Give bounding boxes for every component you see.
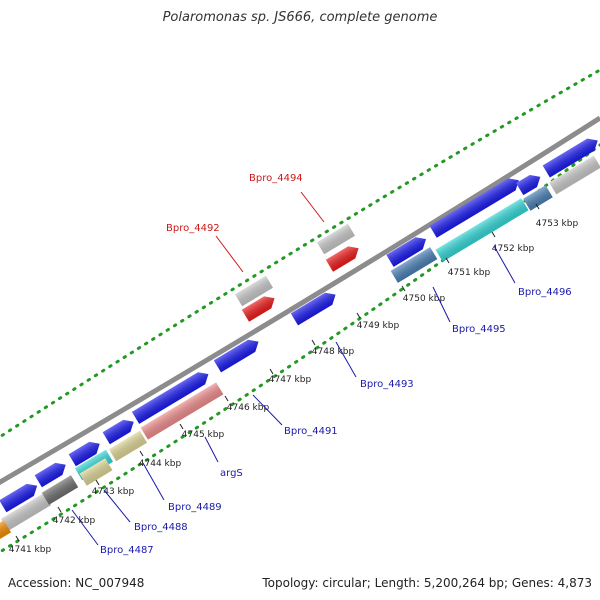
gene-label: argS xyxy=(220,468,243,479)
kbp-tick xyxy=(491,231,496,238)
label-leader-line xyxy=(204,436,219,463)
kbp-tick xyxy=(224,395,229,402)
kbp-tick-label: 4743 kbp xyxy=(92,487,135,497)
map-title: Polaromonas sp. JS666, complete genome xyxy=(162,10,438,25)
gene-label: Bpro_4491 xyxy=(284,426,338,437)
gene-label: Bpro_4495 xyxy=(452,324,506,335)
gene-track xyxy=(0,138,600,544)
kbp-tick xyxy=(95,479,100,486)
gene-label: Bpro_4496 xyxy=(518,287,572,298)
kbp-tick xyxy=(356,312,361,319)
gene-block xyxy=(131,372,209,424)
kbp-tick-label: 4746 kbp xyxy=(227,403,270,413)
kbp-tick-label: 4744 kbp xyxy=(139,459,182,469)
label-leader-line xyxy=(335,341,357,378)
kbp-tick-label: 4752 kbp xyxy=(492,244,535,254)
gene-block xyxy=(140,382,224,440)
gene-block xyxy=(213,339,259,373)
kbp-tick xyxy=(269,368,274,375)
gene-block xyxy=(79,458,113,486)
label-leader-line xyxy=(142,462,165,501)
kbp-tick xyxy=(57,506,62,513)
gene-block xyxy=(386,237,427,267)
label-leader-line xyxy=(103,489,131,523)
label-leader-line xyxy=(215,235,244,273)
gene-block xyxy=(316,223,356,255)
kbp-tick xyxy=(139,450,144,457)
kbp-tick-label: 4751 kbp xyxy=(448,268,491,278)
gene-block xyxy=(0,493,52,531)
kbp-tick-label: 4749 kbp xyxy=(357,321,400,331)
kbp-tick xyxy=(401,285,406,292)
kbp-tick-label: 4750 kbp xyxy=(403,294,446,304)
kbp-tick xyxy=(535,203,540,210)
kbp-tick xyxy=(179,423,184,430)
genome-summary-text: Topology: circular; Length: 5,200,264 bp… xyxy=(262,576,592,590)
kbp-tick-label: 4753 kbp xyxy=(536,219,579,229)
label-leader-line xyxy=(493,245,516,284)
kbp-tick-label: 4741 kbp xyxy=(9,545,52,555)
gene-block xyxy=(325,246,359,272)
gene-label: Bpro_4488 xyxy=(134,522,188,533)
gene-block xyxy=(542,138,598,178)
kbp-tick-label: 4742 kbp xyxy=(53,516,96,526)
gene-label: Bpro_4489 xyxy=(168,502,222,513)
kbp-tick-label: 4745 kbp xyxy=(182,430,225,440)
kbp-tick xyxy=(311,339,316,346)
kbp-tick-marks: 4741 kbp 4742 kbp 4743 kbp 4744 kbp 4745 kbp… xyxy=(9,203,579,555)
gene-block xyxy=(34,462,66,488)
gene-block xyxy=(435,198,529,262)
accession-text: Accession: NC_007948 xyxy=(8,576,145,590)
gene-label: Bpro_4487 xyxy=(100,545,154,556)
gene-block xyxy=(516,174,541,196)
gene-block xyxy=(390,247,438,283)
gene-block xyxy=(429,178,519,238)
label-leader-line xyxy=(432,286,451,323)
gene-label: Bpro_4492 xyxy=(166,223,220,234)
gene-label: Bpro_4493 xyxy=(360,379,414,390)
gene-block xyxy=(68,441,100,467)
gene-block xyxy=(108,430,148,462)
inner-dotted-arc xyxy=(0,143,600,554)
label-leader-line xyxy=(71,509,99,546)
gene-block xyxy=(549,155,600,195)
kbp-tick-label: 4747 kbp xyxy=(269,375,312,385)
kbp-tick xyxy=(15,535,20,542)
gene-block xyxy=(234,275,274,307)
gene-block xyxy=(0,483,38,513)
label-leader-line xyxy=(252,394,283,426)
gene-labels: Bpro_4487 Bpro_4488 Bpro_4489 argS Bpro_4491… xyxy=(71,173,572,556)
gene-label: Bpro_4494 xyxy=(249,173,303,184)
gene-block xyxy=(102,419,134,445)
kbp-tick xyxy=(445,257,450,264)
gene-block xyxy=(41,475,79,505)
gene-block xyxy=(241,296,275,322)
genome-backbone xyxy=(0,115,600,485)
label-leader-line xyxy=(300,191,325,223)
gene-block xyxy=(523,185,553,211)
gene-block xyxy=(0,520,12,544)
gene-block xyxy=(290,292,336,326)
kbp-tick-label: 4748 kbp xyxy=(312,347,355,357)
